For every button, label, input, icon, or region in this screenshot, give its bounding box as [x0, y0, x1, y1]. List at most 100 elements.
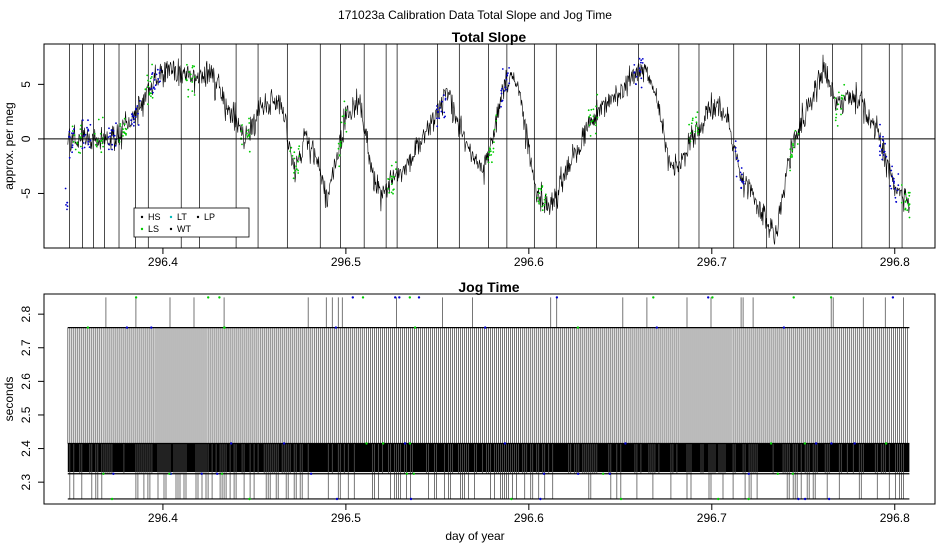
legend: HS LT LP LS WT [133, 207, 250, 238]
calibration-point [500, 100, 503, 103]
jog-calibration-point [769, 442, 773, 445]
calibration-point [293, 157, 296, 160]
calibration-point [900, 201, 903, 204]
calibration-point [86, 126, 88, 129]
jog-calibration-point [830, 442, 833, 445]
jog-calibration-point [827, 497, 831, 501]
jog-calibration-point [797, 497, 800, 501]
calibration-point [73, 128, 75, 131]
calibration-point [797, 132, 800, 135]
jog-calibration-point [510, 497, 513, 501]
calibration-point [123, 132, 126, 134]
jog-calibration-point [782, 326, 786, 329]
calibration-point [150, 76, 153, 78]
calibration-point [594, 132, 597, 135]
calibration-point [148, 93, 151, 96]
calibration-point [102, 145, 104, 148]
calibration-point [640, 86, 643, 89]
calibration-point [150, 95, 152, 98]
calibration-point [541, 205, 544, 208]
legend-label-hs: HS [148, 212, 161, 222]
calibration-point [297, 169, 299, 172]
jog-calibration-point [791, 472, 794, 475]
calibration-point [72, 141, 75, 143]
calibration-point [79, 152, 82, 154]
calibration-point [488, 154, 491, 157]
jog-calibration-point [168, 472, 171, 475]
jog-calibration-point [576, 472, 580, 475]
calibration-point [840, 113, 842, 116]
calibration-point [890, 187, 893, 190]
calibration-point [390, 178, 393, 181]
calibration-point [338, 165, 341, 168]
calibration-point [147, 103, 149, 106]
calibration-point [436, 105, 438, 107]
jog-calibration-point [110, 497, 114, 501]
calibration-point [82, 135, 85, 137]
calibration-point [122, 135, 124, 137]
jog-calibration-point [624, 442, 627, 445]
jog-calibration-point [655, 326, 658, 329]
calibration-point [110, 129, 113, 131]
jog-calibration-point [216, 472, 219, 475]
calibration-point [71, 130, 74, 132]
x-tick-label: 296.4 [148, 255, 178, 269]
calibration-point [147, 85, 150, 88]
calibration-point [493, 128, 496, 131]
jog-calibration-point [334, 326, 338, 329]
calibration-point [189, 73, 192, 76]
calibration-point [836, 108, 839, 110]
calibration-point [64, 187, 67, 190]
calibration-point [337, 142, 340, 145]
calibration-point [544, 196, 547, 199]
calibration-point [135, 108, 137, 111]
calibration-point [152, 91, 154, 94]
calibration-point [879, 135, 881, 138]
calibration-point [395, 168, 397, 171]
calibration-point [113, 134, 116, 137]
calibration-point [137, 112, 139, 115]
calibration-point [635, 75, 638, 78]
jog-calibration-point [717, 497, 720, 501]
calibration-point [541, 185, 544, 187]
x-tick-label: 296.8 [880, 511, 910, 525]
calibration-point [395, 161, 397, 164]
calibration-point [791, 149, 794, 152]
calibration-point [81, 147, 84, 150]
calibration-point [792, 146, 795, 149]
jog-calibration-point [218, 296, 221, 299]
calibration-point [248, 122, 251, 124]
calibration-point [109, 132, 111, 135]
calibration-point [501, 87, 503, 90]
jog-calibration-point [398, 296, 401, 299]
calibration-point [537, 187, 540, 190]
jog-calibration-point [150, 326, 153, 329]
calibration-point [298, 145, 301, 148]
calibration-point [638, 67, 641, 70]
x-tick-label: 296.7 [697, 511, 727, 525]
calibration-point [132, 124, 135, 127]
calibration-point [890, 169, 893, 172]
calibration-point [99, 132, 102, 135]
calibration-point [492, 147, 495, 150]
calibration-point [293, 171, 295, 174]
calibration-point [340, 144, 342, 146]
calibration-point [882, 139, 885, 142]
jog-calibration-point [309, 472, 313, 475]
calibration-point [596, 93, 599, 96]
jog-calibration-point [853, 442, 856, 445]
calibration-point [444, 115, 446, 118]
calibration-point [159, 69, 162, 71]
x-axis-label: day of year [445, 529, 504, 543]
calibration-point [438, 117, 441, 120]
jog-calibration-point [619, 497, 623, 501]
calibration-point [343, 100, 346, 103]
jog-calibration-point [394, 296, 397, 299]
calibration-point [695, 121, 698, 124]
calibration-point [80, 124, 82, 127]
legend-marker-hs [140, 215, 144, 219]
calibration-point [340, 140, 342, 143]
x-tick-label: 296.6 [514, 255, 544, 269]
calibration-point [904, 208, 907, 211]
calibration-point [345, 109, 347, 111]
